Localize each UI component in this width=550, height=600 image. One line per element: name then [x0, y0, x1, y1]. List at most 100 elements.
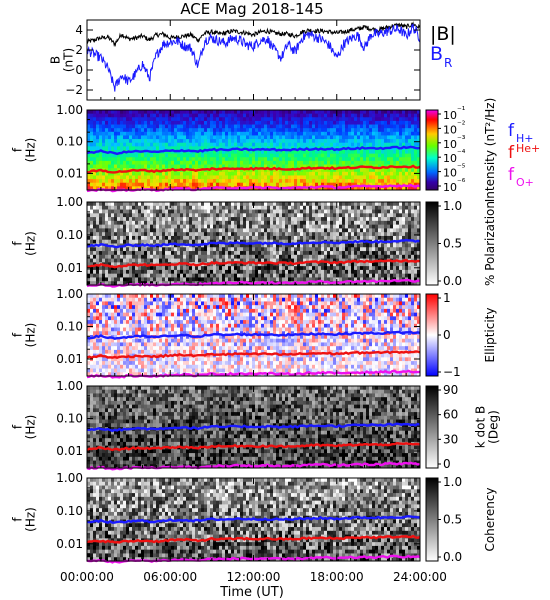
spectrogram-cell — [276, 277, 280, 282]
spectrogram-cell — [213, 243, 217, 248]
spectrogram-cell — [234, 168, 238, 173]
spectrogram-cell — [174, 135, 178, 140]
spectrogram-cell — [111, 209, 115, 214]
spectrogram-cell — [378, 128, 382, 133]
spectrogram-cell — [90, 175, 94, 180]
spectrogram-cell — [105, 164, 109, 169]
spectrogram-cell — [330, 179, 334, 184]
spectrogram-cell — [342, 157, 346, 162]
spectrogram-cell — [402, 232, 406, 237]
spectrogram-cell — [144, 175, 148, 180]
spectrogram-cell — [198, 273, 202, 278]
spectrogram-cell — [219, 220, 223, 226]
spectrogram-cell — [411, 175, 415, 180]
spectrogram-cell — [87, 277, 91, 282]
spectrogram-cell — [249, 171, 253, 176]
spectrogram-cell — [402, 269, 406, 275]
spectrogram-cell — [258, 120, 262, 125]
spectrogram-cell — [129, 217, 133, 222]
spectrogram-cell — [366, 186, 370, 191]
spectrogram-cell — [339, 168, 343, 173]
spectrogram-cell — [351, 168, 355, 173]
spectrogram-cell — [387, 243, 391, 248]
spectrogram-cell — [141, 269, 145, 275]
spectrogram-cell — [378, 243, 382, 248]
spectrogram-cell — [330, 117, 334, 122]
spectrogram-cell — [147, 251, 151, 256]
spectrogram-cell — [192, 273, 196, 278]
spectrogram-cell — [267, 128, 271, 133]
spectrogram-cell — [198, 217, 202, 222]
spectrogram-cell — [399, 142, 403, 147]
spectrogram-cell — [396, 150, 400, 155]
spectrogram-cell — [183, 179, 187, 184]
spectrogram-cell — [153, 117, 157, 122]
spectrogram-cell — [186, 224, 190, 229]
spectrogram-cell — [282, 224, 286, 229]
spectrogram-cell — [354, 243, 358, 248]
spectrogram-cell — [141, 110, 145, 115]
spectrogram-cell — [399, 153, 403, 158]
spectrogram-cell — [144, 117, 148, 122]
spectrogram-cell — [123, 217, 127, 222]
spectrogram-cell — [213, 139, 217, 144]
spectrogram-cell — [171, 142, 175, 147]
spectrogram-cell — [369, 168, 373, 173]
spectrogram-cell — [312, 168, 316, 173]
spectrogram-cell — [246, 235, 250, 241]
spectrogram-cell — [225, 171, 229, 176]
spectrogram-cell — [417, 254, 421, 259]
spectrogram-cell — [162, 258, 166, 263]
spectrogram-cell — [123, 120, 127, 125]
spectrogram-cell — [132, 254, 136, 259]
spectrogram-cell — [177, 235, 181, 241]
spectrogram-cell — [159, 153, 163, 158]
spectrogram-cell — [180, 117, 184, 122]
spectrogram-cell — [105, 281, 109, 286]
spectrogram-cell — [231, 124, 235, 129]
legend-label: f — [508, 121, 515, 141]
spectrogram-cell — [342, 220, 346, 226]
spectrogram-cell — [360, 209, 364, 214]
spectrogram-cell — [342, 139, 346, 144]
spectrogram-cell — [228, 224, 232, 229]
spectrogram-cell — [192, 139, 196, 144]
spectrogram-cell — [252, 164, 256, 169]
spectrogram-cell — [276, 220, 280, 226]
spectrogram-cell — [252, 160, 256, 165]
spectrogram-cell — [306, 131, 310, 136]
spectrogram-cell — [237, 171, 241, 176]
spectrogram-cell — [267, 205, 271, 210]
spectrogram-cell — [339, 128, 343, 133]
spectrogram-cell — [105, 213, 109, 218]
spectrogram-cell — [384, 160, 388, 165]
spectrogram-cell — [300, 254, 304, 259]
spectrogram-cell — [276, 124, 280, 129]
spectrogram-cell — [375, 131, 379, 136]
spectrogram-cell — [333, 217, 337, 222]
spectrogram-cell — [408, 171, 412, 176]
spectrogram-cell — [300, 235, 304, 241]
spectrogram-cell — [138, 175, 142, 180]
spectrogram-cell — [210, 224, 214, 229]
spectrogram-cell — [117, 247, 121, 252]
spectrogram-cell — [204, 146, 208, 151]
spectrogram-cell — [222, 113, 226, 118]
spectrogram-cell — [336, 157, 340, 162]
spectrogram-cell — [237, 232, 241, 237]
spectrogram-cell — [240, 117, 244, 122]
spectrogram-cell — [327, 251, 331, 256]
spectrogram-cell — [195, 277, 199, 282]
spectrogram-cell — [159, 258, 163, 263]
spectrogram-cell — [120, 146, 124, 151]
spectrogram-cell — [357, 220, 361, 226]
spectrogram-cell — [264, 209, 268, 214]
spectrogram-cell — [360, 150, 364, 155]
spectrogram-cell — [309, 243, 313, 248]
spectrogram-cell — [90, 157, 94, 162]
spectrogram-cell — [189, 277, 193, 282]
spectrogram-cell — [195, 110, 199, 115]
spectrogram-cell — [351, 175, 355, 180]
spectrogram-cell — [228, 113, 232, 118]
